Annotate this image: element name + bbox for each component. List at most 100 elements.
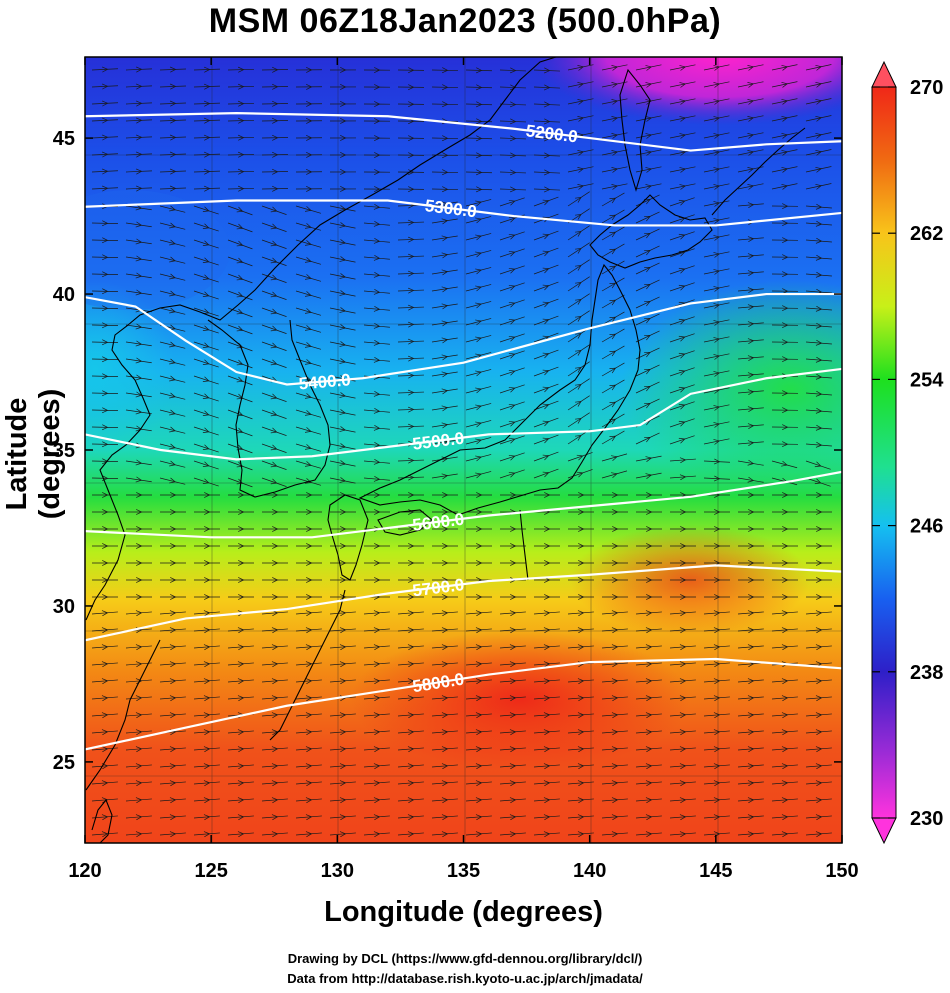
wind-streamline xyxy=(193,358,219,368)
wind-arrowhead xyxy=(475,831,483,838)
wind-arrowhead xyxy=(339,205,347,211)
wind-arrowhead xyxy=(135,712,143,719)
wind-streamline xyxy=(227,256,253,267)
wind-streamline xyxy=(737,441,764,445)
x-tick-label: 150 xyxy=(825,860,858,882)
wind-arrowhead xyxy=(304,257,312,263)
wind-arrowhead xyxy=(713,337,721,343)
wind-streamline xyxy=(669,713,696,717)
wind-arrowhead xyxy=(135,831,143,838)
wind-arrowhead xyxy=(509,644,517,651)
wind-streamline xyxy=(125,713,152,717)
wind-streamline xyxy=(465,233,492,241)
wind-arrowhead xyxy=(441,473,449,480)
wind-arrowhead xyxy=(407,338,415,345)
wind-streamline xyxy=(601,277,625,292)
wind-arrowhead xyxy=(305,712,313,719)
wind-arrowhead xyxy=(102,594,109,600)
wind-arrowhead xyxy=(644,232,651,239)
wind-arrowhead xyxy=(270,444,278,451)
wind-streamline xyxy=(193,68,220,71)
wind-arrowhead xyxy=(203,100,211,107)
wind-streamline xyxy=(771,81,798,88)
wind-arrowhead xyxy=(339,273,347,279)
wind-arrowhead xyxy=(136,577,143,583)
wind-arrowhead xyxy=(271,661,279,668)
wind-streamline xyxy=(91,222,119,225)
wind-arrowhead xyxy=(305,644,313,651)
wind-streamline xyxy=(397,255,424,258)
wind-streamline xyxy=(397,798,424,802)
wind-streamline xyxy=(431,730,458,734)
wind-streamline xyxy=(499,815,526,819)
wind-streamline xyxy=(125,375,152,381)
wind-arrowhead xyxy=(102,560,109,566)
wind-streamline xyxy=(227,68,255,71)
wind-streamline xyxy=(431,473,458,479)
wind-arrowhead xyxy=(576,454,584,461)
wind-arrowhead xyxy=(544,543,551,549)
wind-streamline xyxy=(635,432,660,445)
wind-arrowhead xyxy=(678,199,686,206)
wind-arrowhead xyxy=(678,250,686,257)
wind-streamline xyxy=(91,460,119,463)
wind-arrowhead xyxy=(271,763,279,770)
wind-streamline xyxy=(91,358,119,361)
wind-arrowhead xyxy=(135,221,143,228)
wind-arrowhead xyxy=(203,661,211,668)
x-tick-label: 140 xyxy=(573,860,606,882)
wind-arrowhead xyxy=(678,352,686,359)
wind-arrowhead xyxy=(202,325,210,332)
wind-streamline xyxy=(703,438,730,445)
wind-arrowhead xyxy=(609,248,617,255)
wind-streamline xyxy=(91,798,118,802)
wind-streamline xyxy=(669,832,696,836)
wind-arrowhead xyxy=(475,729,483,736)
wind-arrowhead xyxy=(304,427,312,433)
wind-arrowhead xyxy=(407,253,415,260)
wind-streamline xyxy=(397,272,424,275)
wind-streamline xyxy=(363,239,390,243)
wind-arrowhead xyxy=(339,678,347,685)
wind-arrowhead xyxy=(407,746,415,753)
wind-streamline xyxy=(669,64,696,71)
wind-streamline xyxy=(567,469,593,479)
wind-arrowhead xyxy=(408,67,415,74)
wind-arrowhead xyxy=(135,134,143,141)
wind-streamline xyxy=(533,696,560,700)
wind-streamline xyxy=(431,422,458,428)
wind-arrowhead xyxy=(678,386,686,393)
wind-streamline xyxy=(533,171,560,174)
wind-arrowhead xyxy=(577,627,585,634)
wind-arrowhead xyxy=(577,814,585,821)
wind-streamline xyxy=(601,379,625,394)
wind-arrowhead xyxy=(170,526,177,532)
wind-arrowhead xyxy=(544,560,551,566)
wind-arrowhead xyxy=(509,797,517,804)
wind-arrowhead xyxy=(644,266,651,273)
wind-arrowhead xyxy=(508,216,516,223)
wind-streamline xyxy=(805,645,832,649)
wind-streamline xyxy=(771,64,798,71)
wind-arrowhead xyxy=(237,134,245,141)
wind-arrowhead xyxy=(136,509,143,515)
wind-arrowhead xyxy=(508,403,516,410)
wind-arrowhead xyxy=(169,290,176,297)
wind-arrowhead xyxy=(101,441,109,448)
wind-arrowhead xyxy=(782,492,789,498)
wind-streamline xyxy=(805,798,832,802)
wind-streamline xyxy=(567,64,594,71)
wind-streamline xyxy=(635,628,662,632)
wind-streamline xyxy=(295,443,322,452)
wind-arrowhead xyxy=(713,218,721,224)
wind-streamline xyxy=(669,418,695,428)
wind-streamline xyxy=(159,679,186,683)
wind-streamline xyxy=(159,832,186,836)
wind-arrowhead xyxy=(407,355,415,362)
wind-streamline xyxy=(771,764,798,768)
wind-arrowhead xyxy=(508,267,516,274)
wind-streamline xyxy=(363,645,390,649)
colorbar-tick-label: 254 xyxy=(910,369,944,391)
wind-arrowhead xyxy=(748,509,755,515)
wind-streamline xyxy=(567,696,594,700)
